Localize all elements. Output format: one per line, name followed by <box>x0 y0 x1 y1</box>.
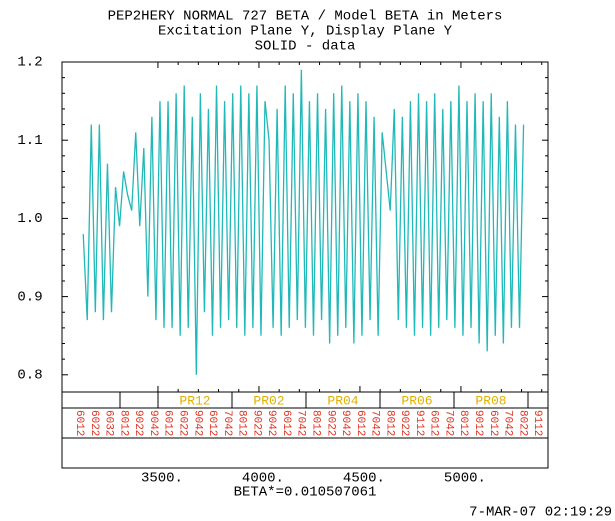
x-tick-label: 3500. <box>141 471 183 487</box>
element-label: 6012 <box>206 410 218 436</box>
x-tick-label: 5000. <box>444 471 486 487</box>
element-label: 9022 <box>132 410 144 436</box>
y-tick-label: 1.1 <box>17 133 42 149</box>
element-label: 8012 <box>117 410 129 436</box>
element-label: 8012 <box>309 410 321 436</box>
element-label: 7042 <box>369 410 381 436</box>
region-label: PR04 <box>327 393 358 408</box>
y-tick-label: 1.2 <box>17 55 42 71</box>
element-label: 6012 <box>73 410 85 436</box>
element-label: 6012 <box>280 410 292 436</box>
element-label: 7042 <box>221 410 233 436</box>
element-label: 6012 <box>487 410 499 436</box>
element-label: 6022 <box>88 410 100 436</box>
region-label: PR12 <box>179 393 210 408</box>
element-label: 9042 <box>265 410 277 436</box>
element-label: 9022 <box>398 410 410 436</box>
chart-title: PEP2HERY NORMAL 727 BETA / Model BETA in… <box>108 9 503 25</box>
element-label: 9022 <box>324 410 336 436</box>
element-label: 6012 <box>354 410 366 436</box>
x-tick-label: 4000. <box>242 471 284 487</box>
element-label: 8022 <box>516 410 528 436</box>
y-tick-label: 1.0 <box>17 211 42 227</box>
region-label: PR08 <box>475 393 506 408</box>
element-label: 9042 <box>339 410 351 436</box>
element-label: 9012 <box>472 410 484 436</box>
y-tick-label: 0.9 <box>17 289 42 305</box>
data-line <box>82 69 525 375</box>
y-tick-label: 0.8 <box>17 367 42 383</box>
element-label: 9042 <box>147 410 159 436</box>
x-tick-label: 4500. <box>343 471 385 487</box>
region-label: PR02 <box>253 393 284 408</box>
element-label: 7042 <box>295 410 307 436</box>
element-label: 8012 <box>457 410 469 436</box>
element-label: 6032 <box>103 410 115 436</box>
element-label: 9042 <box>191 410 203 436</box>
element-label: 9022 <box>250 410 262 436</box>
element-label: 6022 <box>177 410 189 436</box>
legend-entry: SOLID - data <box>255 39 356 55</box>
element-label: 9112 <box>413 410 425 436</box>
element-label: 6012 <box>162 410 174 436</box>
timestamp: 7-MAR-07 02:19:29 <box>469 505 612 521</box>
element-label: 7042 <box>502 410 514 436</box>
element-label: 6012 <box>428 410 440 436</box>
element-label: 8012 <box>236 410 248 436</box>
element-frame <box>61 391 549 469</box>
element-label: 9112 <box>531 410 543 436</box>
region-label: PR06 <box>401 393 432 408</box>
element-label: 8012 <box>383 410 395 436</box>
chart-subtitle: Excitation Plane Y, Display Plane Y <box>158 24 453 40</box>
x-axis-label: BETA*=0.010507061 <box>234 485 377 501</box>
element-label: 7042 <box>442 410 454 436</box>
